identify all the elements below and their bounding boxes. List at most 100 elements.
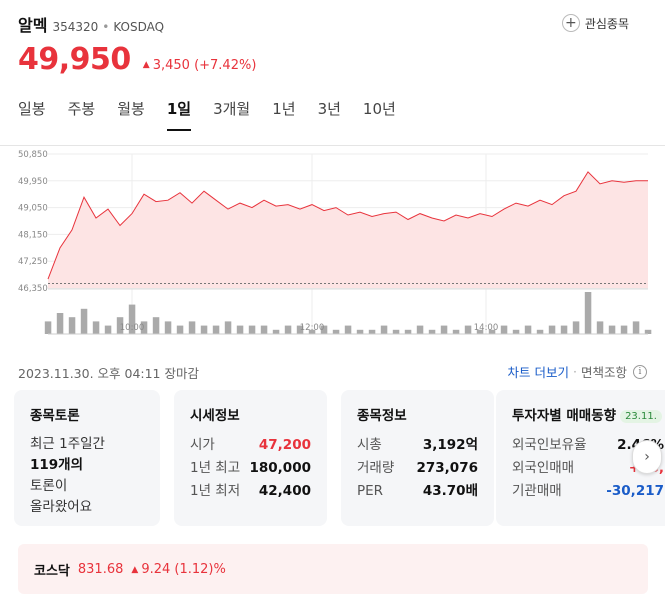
chevron-right-icon: › bbox=[644, 449, 650, 465]
cap-row: 시총 3,192억 bbox=[357, 434, 478, 457]
date-badge: 23.11. bbox=[620, 410, 662, 423]
index-bar[interactable]: 코스닥 831.68 ▲ 9.24 (1.12)% bbox=[18, 544, 648, 594]
stock-info-title: 종목정보 bbox=[357, 408, 407, 424]
quote-card[interactable]: 시세정보 시가 47,200 1년 최고 180,000 1년 최저 42,400 bbox=[174, 390, 327, 526]
separator-dot: • bbox=[102, 20, 110, 34]
volume-bar bbox=[152, 317, 160, 334]
volume-bar bbox=[44, 321, 52, 334]
discussion-card[interactable]: 종목토론 최근 1주일간 119개의 토론이 올라왔어요 bbox=[14, 390, 160, 526]
open-row: 시가 47,200 bbox=[190, 434, 311, 457]
y-tick-label: 49,950 bbox=[18, 177, 48, 187]
volume-bar bbox=[560, 325, 568, 334]
info-cards: 종목토론 최근 1주일간 119개의 토론이 올라왔어요 시세정보 시가 47,2… bbox=[14, 390, 665, 526]
volume-bar bbox=[644, 329, 652, 334]
foreign-trade-label: 외국인매매 bbox=[512, 460, 575, 476]
tab-6[interactable]: 3년 bbox=[317, 100, 341, 118]
volume-bar bbox=[68, 317, 76, 334]
tabs-divider bbox=[0, 145, 665, 146]
volume-bar bbox=[428, 329, 436, 334]
volume-value: 273,076 bbox=[416, 460, 479, 476]
volume-bar bbox=[260, 325, 268, 334]
next-card-button[interactable]: › bbox=[632, 440, 662, 474]
volume-bar bbox=[596, 321, 604, 334]
quote-title: 시세정보 bbox=[190, 408, 240, 424]
tab-5[interactable]: 1년 bbox=[272, 100, 296, 118]
price-chart[interactable]: 50,850 49,950 49,050 48,150 47,250 46,350 10:0… bbox=[0, 146, 665, 342]
volume-bar bbox=[104, 325, 112, 334]
chart-links: 차트 더보기 · 면책조항 i bbox=[508, 362, 647, 381]
chart-more-link[interactable]: 차트 더보기 bbox=[507, 365, 569, 380]
info-icon[interactable]: i bbox=[633, 364, 647, 379]
volume-bar bbox=[632, 321, 640, 334]
stock-info-card[interactable]: 종목정보 시총 3,192억 거래량 273,076 PER 43.70배 bbox=[341, 390, 494, 526]
stock-code: 354320 bbox=[52, 20, 99, 34]
volume-bar bbox=[236, 325, 244, 334]
volume-bar bbox=[404, 329, 412, 334]
high-value: 180,000 bbox=[249, 460, 312, 476]
price-change: ▲ 3,450 (+7.42%) bbox=[143, 58, 257, 73]
x-tick-label: 12:00 bbox=[300, 323, 325, 333]
stock-name[interactable]: 알멕 bbox=[18, 16, 48, 35]
tab-7[interactable]: 10년 bbox=[362, 100, 396, 118]
volume-bar bbox=[500, 325, 508, 334]
tab-2[interactable]: 월봉 bbox=[117, 100, 145, 118]
volume-bar bbox=[548, 325, 556, 334]
cap-value: 3,192억 bbox=[422, 437, 478, 453]
volume-bar bbox=[296, 325, 304, 334]
tab-3[interactable]: 1일 bbox=[166, 98, 192, 131]
price-row: 49,950 ▲ 3,450 (+7.42%) bbox=[18, 42, 256, 77]
investor-title-text: 투자자별 매매동향 bbox=[512, 408, 617, 424]
volume-bar bbox=[344, 325, 352, 334]
volume-bar bbox=[608, 325, 616, 334]
volume-bar bbox=[332, 329, 340, 334]
watchlist-button[interactable]: + 관심종목 bbox=[561, 14, 629, 32]
stock-header: 알멕 354320 • KOSDAQ bbox=[18, 12, 164, 36]
tab-1[interactable]: 주봉 bbox=[67, 100, 96, 118]
volume-bar bbox=[80, 308, 88, 334]
volume-bar bbox=[116, 317, 124, 334]
investor-title: 투자자별 매매동향 23.11. bbox=[512, 404, 665, 424]
disclaimer-link[interactable]: 면책조항 bbox=[580, 365, 627, 380]
discussion-body: 최근 1주일간 119개의 토론이 올라왔어요 bbox=[30, 434, 144, 518]
volume-bar bbox=[320, 325, 328, 334]
low-value: 42,400 bbox=[258, 483, 311, 499]
index-change: ▲ 9.24 (1.12)% bbox=[131, 562, 225, 577]
timestamp: 2023.11.30. 오후 04:11 장마감 bbox=[18, 366, 199, 381]
volume-bar bbox=[368, 329, 376, 334]
volume-label: 거래량 bbox=[357, 460, 395, 476]
volume-bar bbox=[380, 325, 388, 334]
volume-bar bbox=[488, 329, 496, 334]
volume-bar bbox=[212, 325, 220, 334]
x-tick-label: 10:00 bbox=[120, 323, 145, 333]
volume-bar bbox=[536, 329, 544, 334]
volume-bar bbox=[524, 325, 532, 334]
plus-icon: + bbox=[561, 14, 580, 32]
volume-bar bbox=[476, 329, 484, 334]
discussion-line4: 올라왔어요 bbox=[30, 499, 93, 515]
low-label: 1년 최저 bbox=[190, 483, 241, 499]
y-tick-label: 48,150 bbox=[18, 230, 48, 240]
high-label: 1년 최고 bbox=[190, 460, 241, 476]
discussion-line3: 토론이 bbox=[30, 478, 68, 494]
market-name: KOSDAQ bbox=[113, 20, 165, 34]
current-price: 49,950 bbox=[18, 42, 131, 77]
tab-0[interactable]: 일봉 bbox=[18, 100, 46, 118]
volume-bar bbox=[416, 325, 424, 334]
volume-bar bbox=[140, 321, 148, 334]
discussion-title: 종목토론 bbox=[30, 408, 80, 424]
volume-bar bbox=[440, 325, 448, 334]
volume-bar bbox=[56, 313, 64, 334]
volume-bar bbox=[272, 329, 280, 334]
volume-bar bbox=[308, 329, 316, 334]
volume-bar bbox=[224, 321, 232, 334]
volume-bar bbox=[392, 329, 400, 334]
volume-bar bbox=[92, 321, 100, 334]
volume-bar bbox=[512, 329, 520, 334]
y-tick-label: 46,350 bbox=[18, 284, 48, 294]
discussion-count: 119개의 bbox=[30, 457, 84, 473]
tab-4[interactable]: 3개월 bbox=[213, 100, 251, 118]
up-triangle-icon: ▲ bbox=[131, 564, 139, 575]
discussion-line1: 최근 1주일간 bbox=[30, 436, 105, 452]
volume-bar bbox=[188, 321, 196, 334]
volume-bar bbox=[464, 325, 472, 334]
